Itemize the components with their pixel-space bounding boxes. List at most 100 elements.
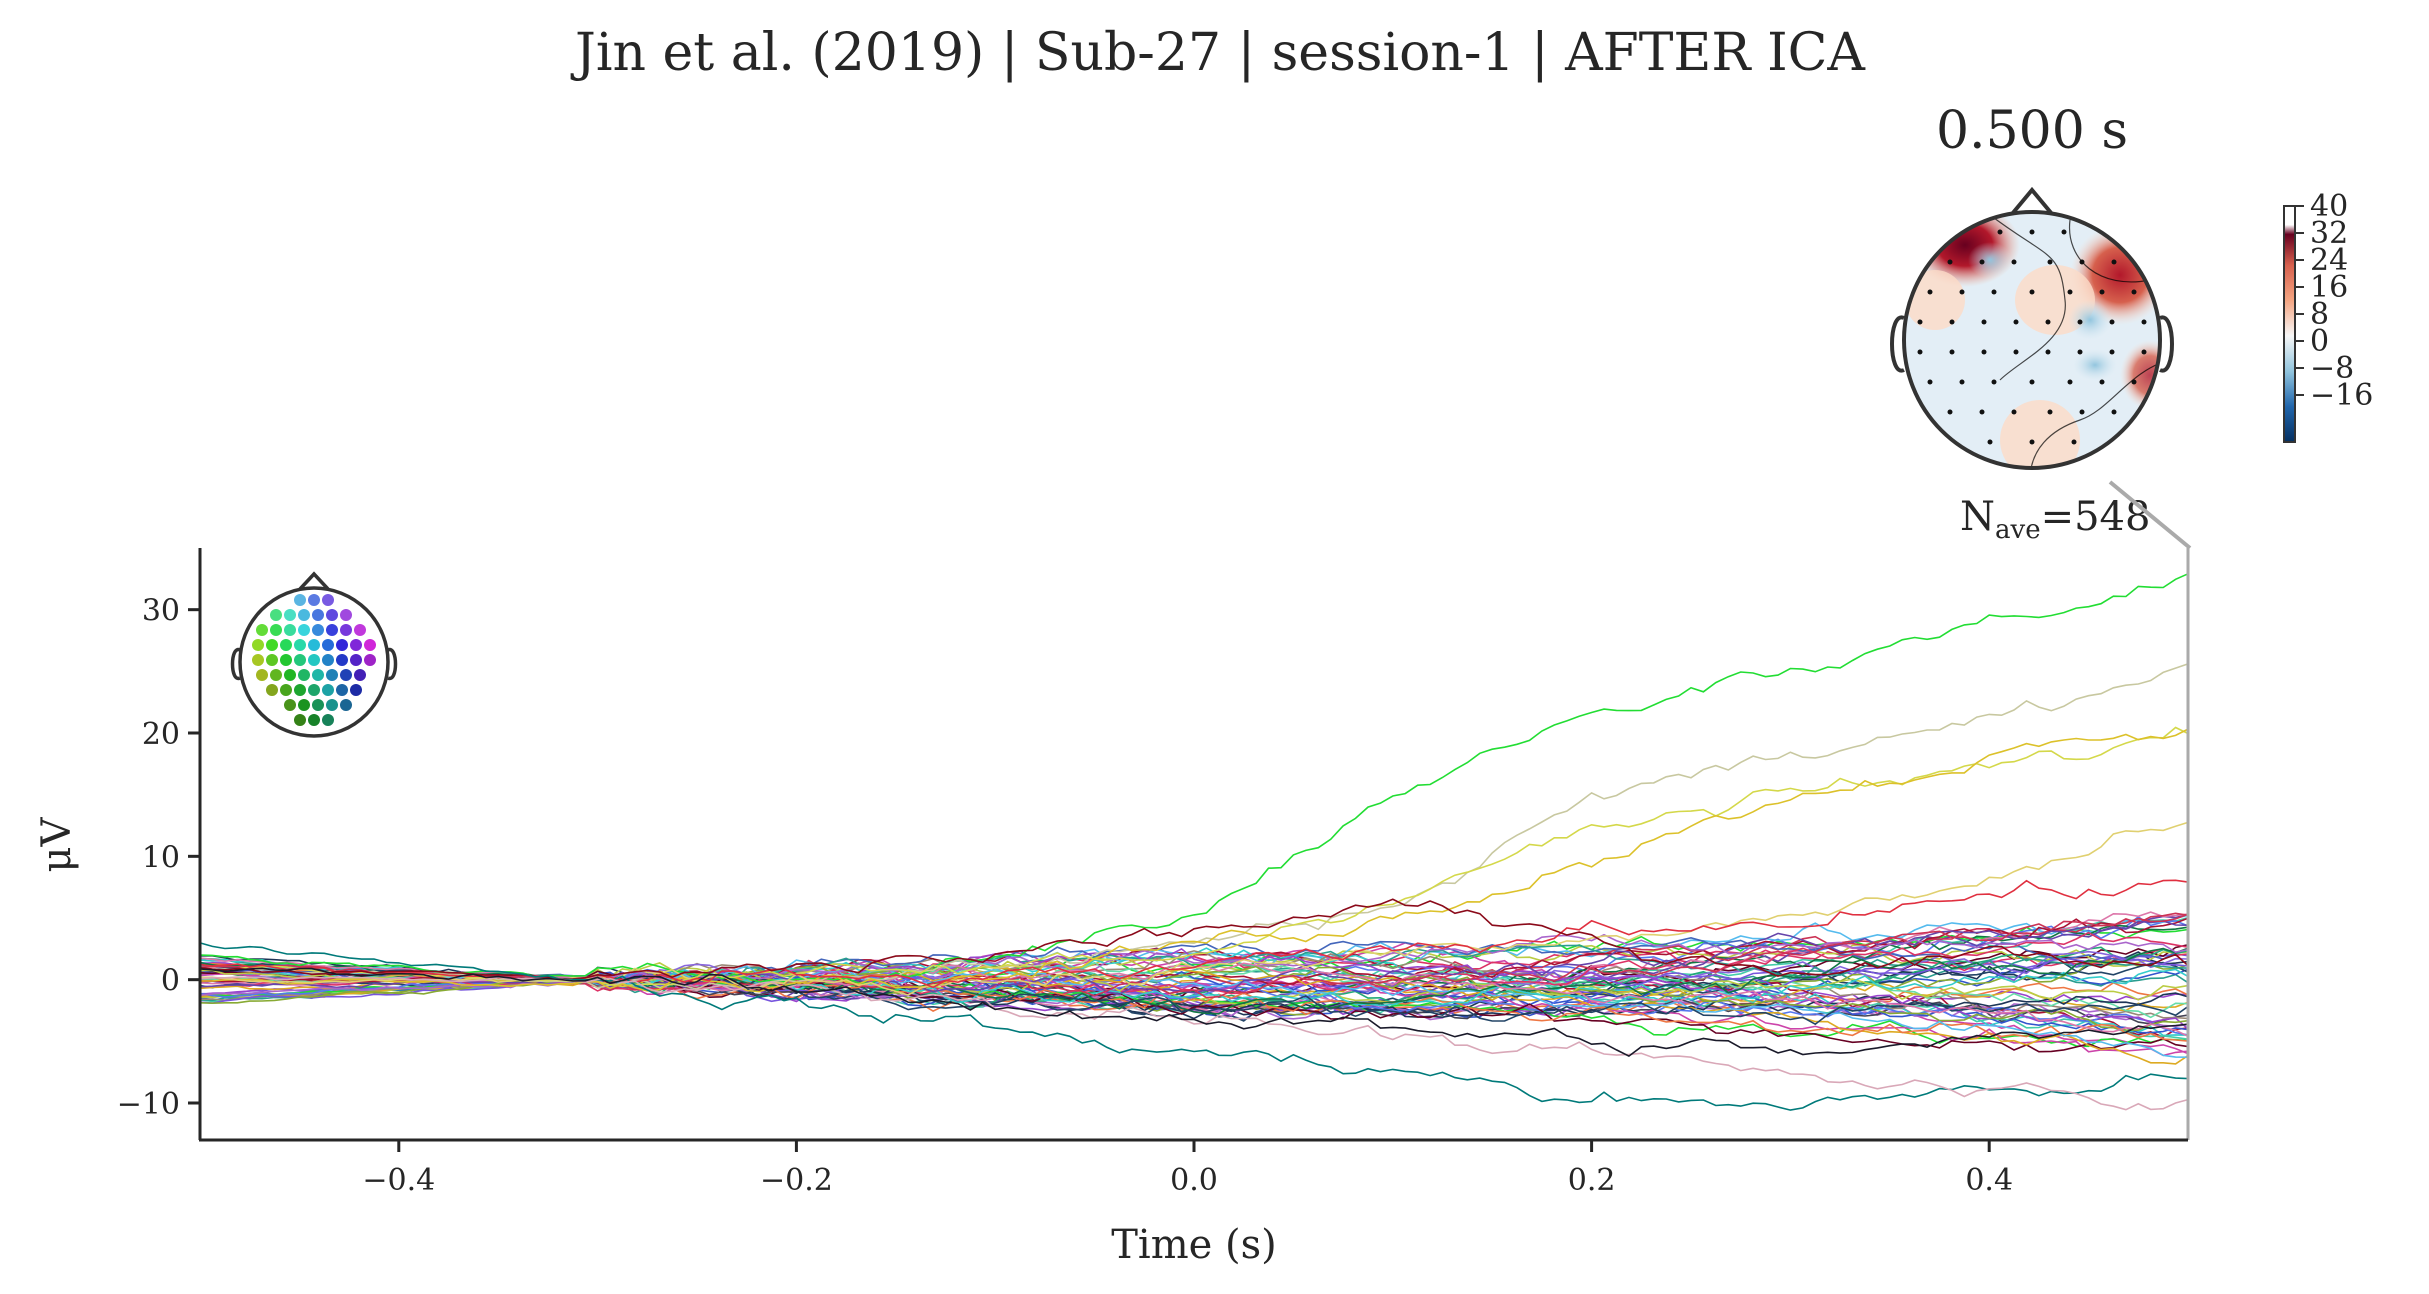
y-tick-label: 0 bbox=[161, 964, 180, 999]
inset-sensor-dot bbox=[284, 624, 296, 636]
sensor-dot bbox=[2071, 439, 2077, 445]
inset-sensor-dot bbox=[350, 684, 362, 696]
inset-sensor-dot bbox=[340, 609, 352, 621]
inset-sensor-dot bbox=[266, 654, 278, 666]
y-ticks: 30 20 10 0 −10 bbox=[117, 594, 200, 1122]
inset-sensor-dot bbox=[340, 699, 352, 711]
inset-sensor-dot bbox=[294, 594, 306, 606]
x-tick-label: −0.4 bbox=[362, 1163, 435, 1198]
x-tick-label: −0.2 bbox=[760, 1163, 833, 1198]
colorbar-tick-label: −16 bbox=[2310, 378, 2373, 413]
sensor-dot bbox=[2131, 379, 2137, 385]
sensor-dot bbox=[1927, 379, 1933, 385]
inset-right-ear-icon bbox=[387, 648, 398, 680]
inset-sensor-dot bbox=[266, 639, 278, 651]
inset-sensor-dot bbox=[252, 654, 264, 666]
channel-traces bbox=[199, 573, 2189, 1111]
sensor-dot bbox=[2109, 319, 2115, 325]
sensor-dot bbox=[2067, 379, 2073, 385]
sensor-dot bbox=[2079, 259, 2085, 265]
channel-trace bbox=[199, 726, 2189, 988]
inset-sensor-dot bbox=[266, 684, 278, 696]
inset-sensor-dot bbox=[322, 714, 334, 726]
x-tick-label: 0.4 bbox=[1965, 1163, 2013, 1198]
sensor-dot bbox=[1981, 349, 1987, 355]
sensor-dot bbox=[1959, 379, 1965, 385]
sensor-dot bbox=[1949, 349, 1955, 355]
nave-label: Nave=548 bbox=[1960, 494, 2150, 545]
inset-sensor-dot bbox=[308, 714, 320, 726]
sensor-dot bbox=[2109, 349, 2115, 355]
inset-sensor-dot bbox=[280, 654, 292, 666]
inset-sensor-dot bbox=[326, 609, 338, 621]
time-connector-line bbox=[2108, 480, 2192, 550]
inset-sensor-dot bbox=[354, 669, 366, 681]
inset-sensor-dot bbox=[340, 669, 352, 681]
sensor-dot bbox=[2141, 319, 2147, 325]
inset-sensor-dot bbox=[270, 624, 282, 636]
channel-trace bbox=[199, 920, 2189, 995]
inset-sensor-dot bbox=[284, 609, 296, 621]
sensor-dot bbox=[1917, 319, 1923, 325]
x-tick-label: 0.2 bbox=[1568, 1163, 1616, 1198]
y-tick-label: −10 bbox=[117, 1087, 180, 1122]
inset-sensor-dot bbox=[280, 684, 292, 696]
inset-sensor-dot bbox=[256, 669, 268, 681]
sensor-dot bbox=[2111, 259, 2117, 265]
inset-sensor-dot bbox=[280, 639, 292, 651]
colorbar-tick-label: 40 bbox=[2310, 189, 2348, 224]
inset-sensor-dot bbox=[312, 669, 324, 681]
inset-left-ear-icon bbox=[230, 648, 241, 680]
x-ticks: −0.4 −0.2 0.0 0.2 0.4 bbox=[362, 1140, 2013, 1198]
colorbar-tick-label: 0 bbox=[2310, 324, 2329, 359]
inset-sensor-dot bbox=[350, 639, 362, 651]
sensor-dot bbox=[2045, 319, 2051, 325]
inset-sensor-dot bbox=[270, 609, 282, 621]
inset-sensor-dot bbox=[284, 699, 296, 711]
topomap-field bbox=[1904, 212, 2160, 468]
left-ear-icon bbox=[1890, 315, 1905, 373]
inset-sensor-dot bbox=[322, 639, 334, 651]
sensor-dot bbox=[2045, 349, 2051, 355]
inset-sensor-dot bbox=[326, 699, 338, 711]
colorbar-tick-label: 8 bbox=[2310, 297, 2329, 332]
inset-sensor-dot bbox=[312, 699, 324, 711]
channel-trace bbox=[199, 967, 2189, 1065]
sensor-dot bbox=[2077, 319, 2083, 325]
sensor-dot bbox=[1979, 409, 1985, 415]
channel-trace bbox=[199, 913, 2189, 999]
sensor-dot bbox=[1981, 319, 1987, 325]
inset-sensor-dot bbox=[340, 624, 352, 636]
sensor-dot bbox=[2013, 349, 2019, 355]
sensor-dot bbox=[2047, 259, 2053, 265]
nose-icon bbox=[2010, 186, 2054, 216]
x-axis-label: Time (s) bbox=[1111, 1222, 1277, 1268]
inset-sensor-dot bbox=[252, 639, 264, 651]
colorbar-tick-label: 16 bbox=[2310, 270, 2348, 305]
sensor-dot bbox=[2131, 289, 2137, 295]
inset-sensor-dot bbox=[336, 684, 348, 696]
sensor-dot bbox=[2011, 259, 2017, 265]
inset-sensor-dot bbox=[294, 684, 306, 696]
sensor-dot bbox=[2047, 409, 2053, 415]
sensor-dot bbox=[1927, 289, 1933, 295]
inset-sensor-dot bbox=[322, 594, 334, 606]
sensor-dot bbox=[1979, 259, 1985, 265]
channel-trace bbox=[199, 728, 2189, 993]
sensor-dot bbox=[1959, 289, 1965, 295]
sensor-dot bbox=[2099, 289, 2105, 295]
inset-sensor-dot bbox=[312, 609, 324, 621]
colorbar-tick-label: 24 bbox=[2310, 243, 2348, 278]
inset-sensor-dot bbox=[312, 624, 324, 636]
figure-title: Jin et al. (2019) | Sub-27 | session-1 |… bbox=[570, 23, 1866, 83]
sensor-dot bbox=[1947, 409, 1953, 415]
sensor-dot bbox=[1987, 439, 1993, 445]
inset-sensor-dot bbox=[298, 669, 310, 681]
inset-sensor-dot bbox=[270, 669, 282, 681]
inset-sensor-dot bbox=[326, 624, 338, 636]
sensor-dot bbox=[2067, 289, 2073, 295]
sensor-dot bbox=[2029, 379, 2035, 385]
